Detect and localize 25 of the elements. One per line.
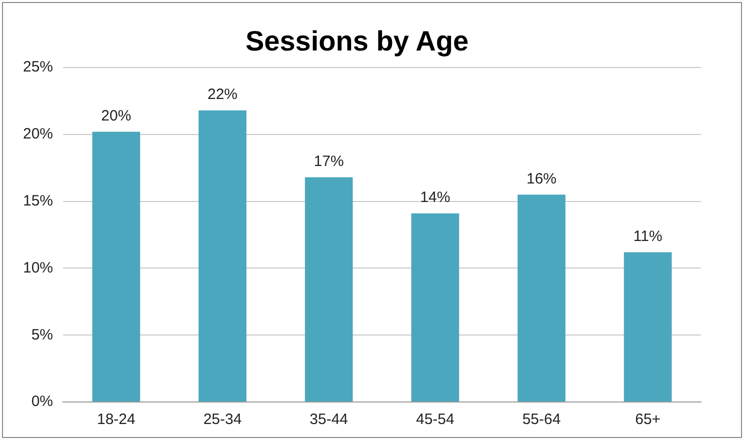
y-tick-label: 15% bbox=[22, 192, 54, 210]
bar bbox=[304, 177, 353, 402]
data-label: 22% bbox=[208, 86, 238, 104]
x-tick-label: 35-44 bbox=[310, 411, 348, 428]
data-label: 20% bbox=[101, 107, 132, 124]
x-tick-label: 25-34 bbox=[203, 411, 242, 428]
x-tick-label: 18-24 bbox=[97, 411, 136, 428]
y-tick-label: 20% bbox=[22, 126, 54, 143]
bar bbox=[518, 194, 566, 402]
data-label: 17% bbox=[314, 152, 344, 170]
x-tick-label: 65+ bbox=[635, 411, 661, 428]
data-label: 14% bbox=[420, 189, 450, 206]
bar bbox=[198, 110, 246, 402]
y-tick-label: 25% bbox=[22, 58, 54, 76]
x-tick-label: 45-54 bbox=[416, 411, 454, 428]
data-label: 16% bbox=[526, 170, 557, 188]
x-tick-label: 55-64 bbox=[522, 411, 561, 428]
y-tick-label: 5% bbox=[31, 326, 54, 344]
bar bbox=[92, 132, 140, 402]
y-tick-label: 0% bbox=[31, 393, 54, 410]
y-tick-label: 10% bbox=[22, 259, 54, 276]
bar bbox=[624, 252, 672, 402]
bar bbox=[411, 213, 460, 402]
data-label: 11% bbox=[633, 228, 662, 245]
chart-title: Sessions by Age bbox=[245, 26, 469, 57]
